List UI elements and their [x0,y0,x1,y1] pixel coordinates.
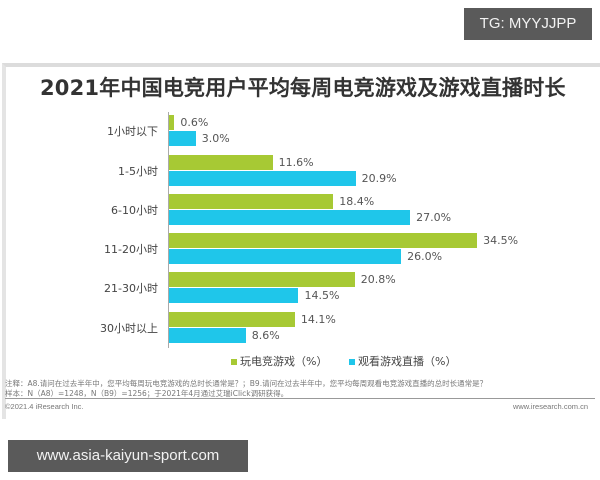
legend-swatch-green-icon [231,359,237,365]
source-website: www.iresearch.com.cn [512,402,588,411]
copyright: ©2021.4 iResearch Inc. [5,402,84,411]
category-label: 11-20小时 [104,243,158,256]
bar-watch [169,328,246,343]
category-label: 6-10小时 [111,204,158,217]
bar-value-label: 8.6% [251,329,280,342]
bar-value-label: 34.5% [483,234,519,247]
bar-play [169,194,334,209]
watermark-bottom: www.asia-kaiyun-sport.com [8,440,248,472]
bar-play [169,312,295,327]
legend-item-watch: 观看游戏直播（%） [349,353,456,369]
category-label: 1-5小时 [118,165,158,178]
bar-value-label: 26.0% [407,250,443,263]
legend-label-watch: 观看游戏直播（%） [358,355,457,368]
footer-divider [5,398,595,399]
bar-watch [169,288,299,303]
legend-swatch-blue-icon [349,359,355,365]
bar-value-label: 11.6% [278,156,314,169]
category-label: 1小时以下 [107,125,158,138]
bar-value-label: 0.6% [180,116,209,129]
legend-item-play: 玩电竞游戏（%） [231,353,327,369]
category-label: 21-30小时 [104,282,158,295]
bar-play [169,155,273,170]
bar-watch [169,249,402,264]
legend-label-play: 玩电竞游戏（%） [240,355,328,368]
y-axis-line [168,112,169,348]
bar-watch [169,210,411,225]
bar-watch [169,131,196,146]
chart-title: 2021年中国电竞用户平均每周电竞游戏及游戏直播时长 [40,76,566,100]
note-line-1: 注释：A8.请问在过去半年中，您平均每周玩电竞游戏的总时长通常是？；B9.请问在… [5,379,488,388]
bar-play [169,233,478,248]
bar-value-label: 27.0% [416,211,452,224]
bar-watch [169,171,356,186]
bar-value-label: 18.4% [339,195,375,208]
watermark-top: TG: MYYJJPP [464,8,592,40]
bar-play [169,272,355,287]
bar-value-label: 14.5% [304,289,340,302]
bar-play [169,115,175,130]
note-line-2: 样本：N（A8）=1248，N（B9）=1256；于2021年4月通过艾瑞iCl… [5,389,289,398]
bar-value-label: 20.9% [361,172,397,185]
category-label: 30小时以上 [100,322,158,335]
bar-value-label: 20.8% [360,273,396,286]
bar-value-label: 3.0% [201,132,230,145]
bar-value-label: 14.1% [300,313,336,326]
